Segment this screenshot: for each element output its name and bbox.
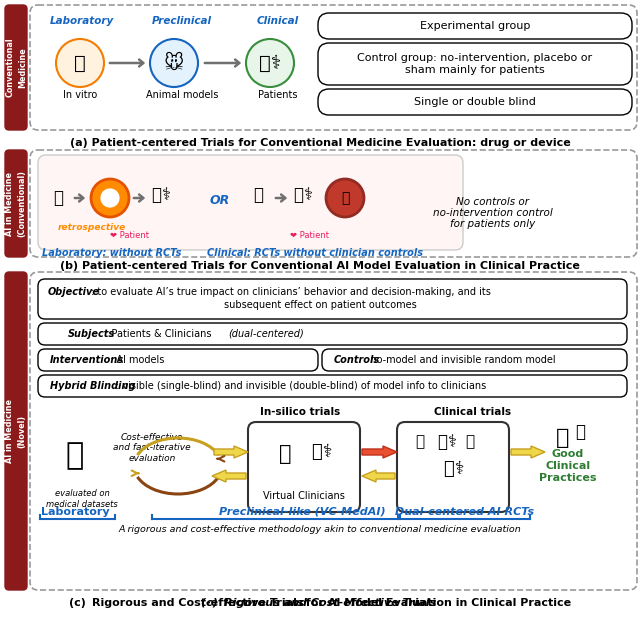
Text: Clinical trials: Clinical trials (435, 407, 511, 417)
Text: 👍: 👍 (575, 423, 585, 441)
Text: 🤖: 🤖 (415, 434, 424, 450)
FancyBboxPatch shape (5, 5, 27, 130)
Text: : AI models: : AI models (110, 355, 164, 365)
Text: (a) Patient-centered Trials for Conventional Medicine Evaluation: drug or device: (a) Patient-centered Trials for Conventi… (70, 138, 570, 148)
Circle shape (99, 187, 121, 209)
Text: (b) Patient-centered Trials for Conventional AI Model Evaluation in Clinical Pra: (b) Patient-centered Trials for Conventi… (60, 261, 580, 271)
Text: : no-model and invisible random model: : no-model and invisible random model (364, 355, 556, 365)
Text: Patients: Patients (259, 90, 298, 100)
Text: Objective: Objective (48, 287, 100, 297)
Text: Hybrid Blinding: Hybrid Blinding (50, 381, 136, 391)
FancyBboxPatch shape (30, 272, 637, 590)
Polygon shape (362, 446, 397, 458)
Text: Conventional
Medicine: Conventional Medicine (5, 38, 27, 97)
Text: Cost-effective
and fast-iterative
evaluation: Cost-effective and fast-iterative evalua… (113, 433, 191, 463)
Text: Laboratory: without RCTs: Laboratory: without RCTs (42, 248, 182, 258)
Text: Clinical: RCTs without clinician controls: Clinical: RCTs without clinician control… (207, 248, 423, 258)
FancyBboxPatch shape (38, 349, 318, 371)
Text: for patients only: for patients only (451, 219, 536, 229)
Polygon shape (214, 446, 248, 458)
Circle shape (150, 39, 198, 87)
Text: 🔬: 🔬 (74, 54, 86, 73)
Text: Dual-centered AI RCTs: Dual-centered AI RCTs (396, 507, 534, 517)
Text: OR: OR (210, 194, 230, 207)
Text: Virtual Clinicians: Virtual Clinicians (263, 491, 345, 501)
Text: ❤ Patient: ❤ Patient (291, 231, 330, 241)
Text: Laboratory: Laboratory (41, 507, 109, 517)
Text: Clinical: Clinical (257, 16, 299, 26)
Text: A rigorous and cost-effective methodology akin to conventional medicine evaluati: A rigorous and cost-effective methodolog… (118, 526, 522, 534)
Circle shape (91, 179, 129, 217)
Text: (c)  Rigorous and Cost-effective Trials for AI Model Evaluation in Clinical Prac: (c) Rigorous and Cost-effective Trials f… (69, 598, 571, 608)
Text: Interventions: Interventions (50, 355, 124, 365)
Text: In vitro: In vitro (63, 90, 97, 100)
FancyBboxPatch shape (30, 5, 637, 130)
Text: (c)  Rigorous and Cost-effective Trials: (c) Rigorous and Cost-effective Trials (201, 598, 439, 608)
FancyBboxPatch shape (318, 13, 632, 39)
Polygon shape (212, 470, 246, 482)
FancyBboxPatch shape (38, 155, 463, 250)
FancyBboxPatch shape (397, 422, 509, 512)
Polygon shape (511, 446, 545, 458)
Circle shape (326, 179, 364, 217)
Text: : Patients & Clinicians: : Patients & Clinicians (105, 329, 214, 339)
FancyBboxPatch shape (322, 349, 627, 371)
Text: ✅: ✅ (556, 428, 570, 448)
Text: : visible (single-blind) and invisible (double-blind) of model info to clinician: : visible (single-blind) and invisible (… (116, 381, 486, 391)
FancyBboxPatch shape (318, 89, 632, 115)
Text: Subjects: Subjects (68, 329, 115, 339)
Text: retrospective: retrospective (58, 223, 126, 233)
Text: sham mainly for patients: sham mainly for patients (405, 65, 545, 75)
Text: 👷: 👷 (465, 434, 475, 450)
Text: subsequent effect on patient outcomes: subsequent effect on patient outcomes (223, 300, 417, 310)
Text: Controls: Controls (334, 355, 380, 365)
Text: evaluated on
medical datasets: evaluated on medical datasets (46, 489, 118, 508)
FancyBboxPatch shape (318, 43, 632, 85)
Text: Animal models: Animal models (146, 90, 218, 100)
Text: Control group: no-intervention, placebo or: Control group: no-intervention, placebo … (357, 53, 593, 63)
Text: Experimental group: Experimental group (420, 21, 530, 31)
Text: 👨‍⚕️: 👨‍⚕️ (294, 186, 314, 204)
Text: 👨‍⚕️: 👨‍⚕️ (259, 54, 281, 73)
FancyBboxPatch shape (38, 375, 627, 397)
FancyBboxPatch shape (5, 272, 27, 590)
Text: 👨‍⚕️: 👨‍⚕️ (312, 443, 332, 461)
Text: 👨‍⚕️: 👨‍⚕️ (438, 433, 458, 451)
Text: AI in Medicine
(Conventional): AI in Medicine (Conventional) (5, 170, 27, 237)
Text: 👷: 👷 (279, 444, 291, 464)
Text: 🤖: 🤖 (253, 186, 263, 204)
Text: 👨‍⚕️: 👨‍⚕️ (152, 186, 172, 204)
Text: Preclinical: Preclinical (152, 16, 212, 26)
Text: 🏥: 🏥 (341, 191, 349, 205)
Text: ❤ Patient: ❤ Patient (111, 231, 150, 241)
Circle shape (56, 39, 104, 87)
Text: no-intervention control: no-intervention control (433, 208, 553, 218)
Text: 🤖: 🤖 (66, 442, 84, 471)
Text: Single or double blind: Single or double blind (414, 97, 536, 107)
Text: 🐭: 🐭 (164, 54, 184, 73)
Text: Good
Clinical
Practices: Good Clinical Practices (540, 449, 596, 482)
Polygon shape (362, 470, 395, 482)
Text: 👨‍⚕️: 👨‍⚕️ (444, 460, 464, 478)
Text: (dual-centered): (dual-centered) (228, 329, 304, 339)
FancyBboxPatch shape (38, 279, 627, 319)
Text: AI in Medicine
(Novel): AI in Medicine (Novel) (5, 399, 27, 463)
FancyBboxPatch shape (5, 150, 27, 257)
Text: Laboratory: Laboratory (50, 16, 114, 26)
Text: : to evaluate AI’s true impact on clinicians’ behavior and decision-making, and : : to evaluate AI’s true impact on clinic… (91, 287, 491, 297)
FancyBboxPatch shape (38, 323, 627, 345)
Circle shape (246, 39, 294, 87)
FancyBboxPatch shape (30, 150, 637, 257)
Text: In-silico trials: In-silico trials (260, 407, 340, 417)
Text: 🤖: 🤖 (53, 189, 63, 207)
Text: No controls or: No controls or (456, 197, 529, 207)
Text: Preclinical-like (VC-MedAI): Preclinical-like (VC-MedAI) (219, 507, 385, 517)
FancyBboxPatch shape (248, 422, 360, 512)
